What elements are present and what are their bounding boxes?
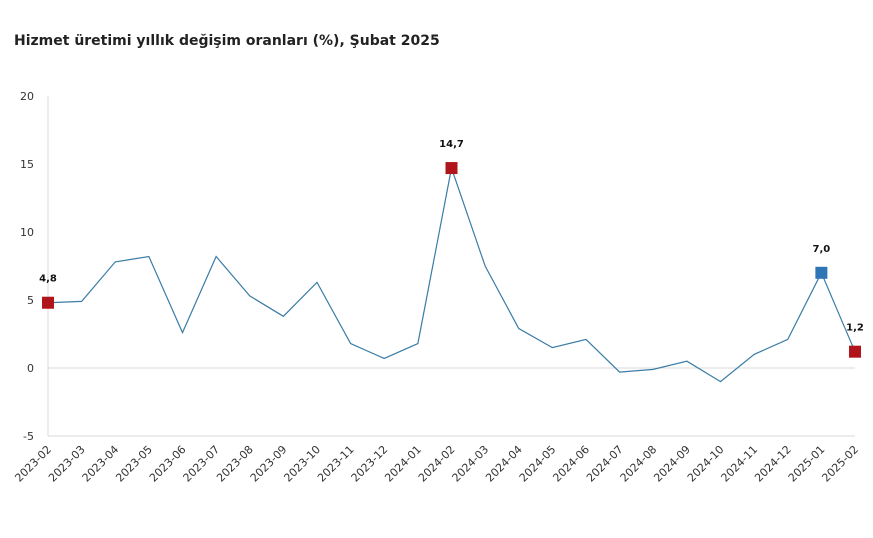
y-tick-label: 20 [20, 90, 34, 103]
y-tick-label: 15 [20, 158, 34, 171]
data-label: 14,7 [439, 139, 464, 150]
y-tick-label: 10 [20, 226, 34, 239]
data-label: 4,8 [39, 274, 57, 285]
y-tick-label: 0 [27, 362, 34, 375]
highlight-marker [42, 296, 54, 309]
chart-title: Hizmet üretimi yıllık değişim oranları (… [14, 33, 440, 49]
data-label: 1,2 [846, 323, 864, 334]
highlight-marker [849, 345, 861, 358]
highlight-marker [815, 266, 828, 279]
data-label: 7,0 [813, 244, 831, 255]
x-tick-label: 2025-02 [819, 443, 861, 485]
highlight-marker [445, 162, 458, 175]
series-line [47, 165, 856, 383]
y-tick-label: -5 [23, 430, 34, 443]
y-tick-label: 5 [27, 294, 34, 307]
